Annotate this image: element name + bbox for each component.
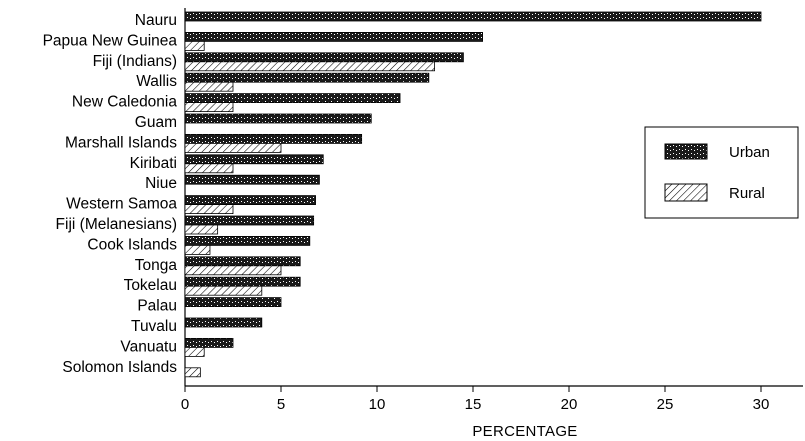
legend-swatch-urban <box>664 143 708 160</box>
bar-urban <box>184 11 762 22</box>
bar-urban <box>184 133 363 144</box>
bar-urban <box>184 195 316 206</box>
bar-rural <box>184 61 436 72</box>
bar-rural <box>184 102 234 112</box>
bar-rural <box>184 204 234 215</box>
bar-urban <box>184 276 301 287</box>
legend-label-urban: Urban <box>729 144 770 161</box>
category-label: Fiji (Indians) <box>93 53 177 70</box>
category-label: Tuvalu <box>131 318 177 335</box>
bar-rural <box>184 41 205 51</box>
legend: Urban Rural <box>644 126 799 219</box>
bar-urban <box>184 72 430 83</box>
legend-box <box>644 126 799 219</box>
category-label: Kiribati <box>130 155 177 172</box>
bars-group <box>184 11 762 378</box>
category-label: Western Samoa <box>66 196 177 213</box>
category-label: Tokelau <box>124 277 177 294</box>
bar-urban <box>184 317 263 328</box>
bar-urban <box>184 337 234 348</box>
bar-urban <box>184 256 301 267</box>
bar-rural <box>184 142 282 153</box>
category-label: Vanuatu <box>120 338 177 355</box>
bar-urban <box>184 52 464 63</box>
x-ticks: 0 5 10 15 20 25 30 <box>181 386 770 413</box>
category-label: Tonga <box>135 257 178 274</box>
category-label: Palau <box>137 298 177 315</box>
legend-label-rural: Rural <box>729 185 765 202</box>
category-label: Fiji (Melanesians) <box>56 216 177 233</box>
bar-urban <box>184 215 315 226</box>
bar-rural <box>184 224 219 235</box>
category-labels: Nauru Papua New Guinea Fiji (Indians) Walli… <box>43 12 178 376</box>
category-label: New Caledonia <box>72 94 177 111</box>
x-tick-label: 20 <box>561 396 578 413</box>
bar-urban <box>184 154 324 165</box>
bar-rural <box>184 244 211 255</box>
bar-rural <box>184 346 205 357</box>
bar-urban <box>184 113 372 124</box>
bar-urban <box>184 93 401 103</box>
bar-rural <box>184 163 234 174</box>
x-tick-label: 30 <box>753 396 770 413</box>
category-label: Marshall Islands <box>65 134 177 151</box>
category-label: Wallis <box>136 73 177 90</box>
bar-urban <box>184 174 320 185</box>
category-label: Nauru <box>135 12 177 29</box>
x-tick-label: 5 <box>277 396 285 413</box>
bar-urban <box>184 235 311 246</box>
category-label: Guam <box>135 114 177 131</box>
category-label: Papua New Guinea <box>43 32 178 49</box>
bar-rural <box>184 367 201 378</box>
bar-urban <box>184 32 484 42</box>
bar-rural <box>184 81 234 92</box>
category-label: Cook Islands <box>87 236 177 253</box>
x-tick-label: 15 <box>465 396 482 413</box>
legend-swatch-rural <box>664 183 708 202</box>
x-tick-label: 25 <box>657 396 674 413</box>
category-label: Solomon Islands <box>62 359 177 376</box>
bar-urban <box>184 297 282 308</box>
bar-rural <box>184 285 263 296</box>
x-tick-label: 0 <box>181 396 189 413</box>
x-axis-title: PERCENTAGE <box>472 423 577 440</box>
bar-rural <box>184 265 282 276</box>
x-tick-label: 10 <box>369 396 386 413</box>
category-label: Niue <box>145 175 177 192</box>
